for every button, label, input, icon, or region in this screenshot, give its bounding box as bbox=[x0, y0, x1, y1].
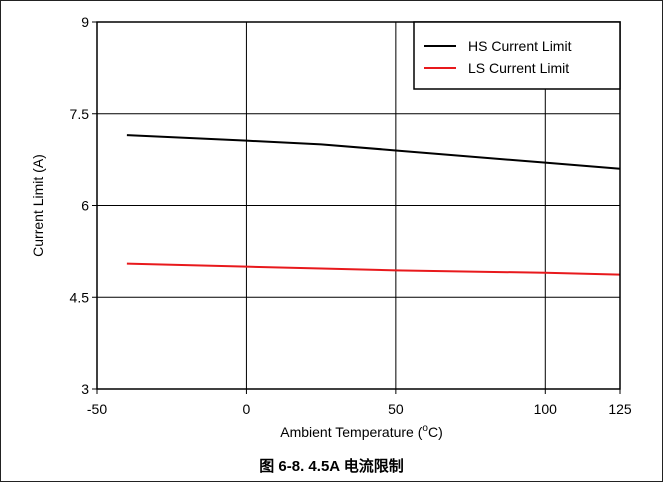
figure-caption: 图 6-8. 4.5A 电流限制 bbox=[259, 458, 404, 475]
x-tick-label: 0 bbox=[243, 401, 251, 417]
legend-label: LS Current Limit bbox=[468, 60, 569, 76]
legend-label: HS Current Limit bbox=[468, 38, 572, 54]
y-tick-label: 4.5 bbox=[70, 289, 90, 305]
x-tick-label: 100 bbox=[534, 401, 558, 417]
x-tick-label: 125 bbox=[608, 401, 632, 417]
x-tick-label: 50 bbox=[388, 401, 404, 417]
y-tick-label: 3 bbox=[81, 381, 89, 397]
legend-box bbox=[413, 21, 621, 90]
series-line bbox=[126, 262, 621, 276]
legend: HS Current Limit LS Current Limit bbox=[413, 21, 621, 90]
y-tick-label: 9 bbox=[81, 14, 89, 30]
line-chart: 3 4.5 6 7.5 9 -50 0 50 100 125 HS Current Limit LS… bbox=[30, 14, 632, 440]
y-tick-label: 6 bbox=[81, 198, 89, 214]
x-axis-label: Ambient Temperature (oC) bbox=[280, 423, 442, 440]
y-tick-label: 7.5 bbox=[70, 106, 90, 122]
series-line bbox=[126, 134, 621, 170]
x-tick-label: -50 bbox=[87, 401, 107, 417]
series-layer bbox=[126, 134, 621, 276]
tick-layer: 3 4.5 6 7.5 9 -50 0 50 100 125 bbox=[70, 14, 632, 417]
y-axis-label: Current Limit (A) bbox=[30, 154, 46, 257]
